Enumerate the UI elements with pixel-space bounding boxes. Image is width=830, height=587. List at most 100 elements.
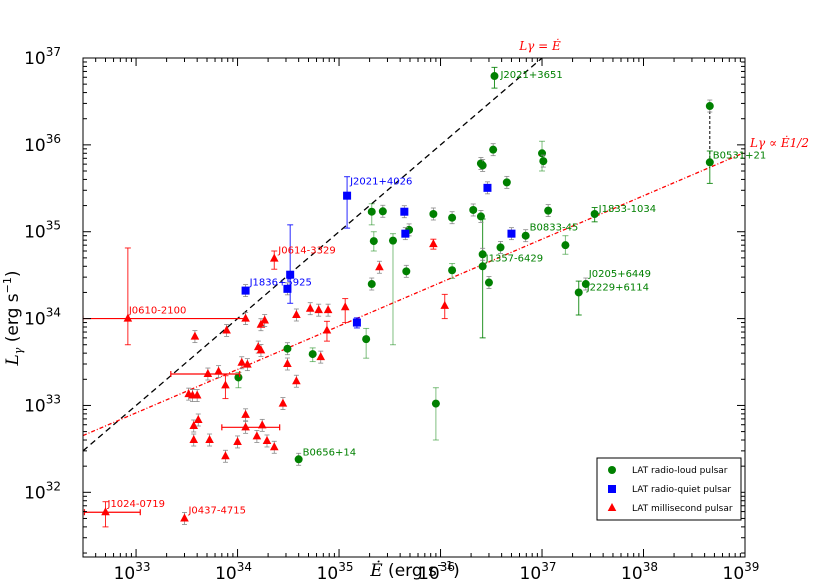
point-label: J0614-3329 — [277, 246, 335, 257]
sqrt-line-label: Lγ ∝ Ė1/2 — [749, 135, 809, 150]
circle-marker — [402, 267, 411, 276]
y-axis-label: Lγ (erg s−1) — [1, 271, 25, 367]
circle-marker — [574, 288, 583, 297]
x-tick-label: 1038 — [621, 560, 658, 584]
legend-entry: LAT radio-quiet pulsar — [608, 485, 731, 495]
data-point — [243, 358, 252, 372]
data-point — [192, 389, 202, 402]
data-point — [322, 320, 332, 342]
data-point — [489, 143, 498, 157]
circle-marker — [362, 335, 371, 344]
data-point — [193, 413, 203, 427]
data-point — [294, 452, 303, 466]
circle-marker — [388, 236, 397, 245]
point-label: J1024-0719 — [107, 499, 165, 510]
x-tick-label: 1035 — [317, 560, 354, 584]
triangle-marker — [375, 262, 384, 271]
triangle-marker — [221, 451, 230, 460]
point-label: J1357-6429 — [485, 253, 543, 264]
sqrt-line — [83, 151, 745, 437]
data-point — [431, 387, 440, 441]
data-point — [401, 227, 410, 241]
triangle-marker — [203, 369, 213, 378]
axis-ticks — [82, 57, 746, 557]
circle-marker — [448, 213, 457, 222]
circle-marker — [490, 72, 499, 81]
triangle-marker — [189, 420, 199, 429]
triangle-marker — [243, 359, 252, 368]
point-label: B0656+14 — [303, 447, 356, 458]
triangle-marker — [322, 325, 332, 334]
data-point — [283, 357, 292, 371]
square-marker — [241, 286, 250, 295]
data-point — [340, 298, 350, 324]
data-point — [590, 207, 599, 223]
triangle-marker — [440, 300, 450, 309]
data-point — [448, 211, 457, 225]
square-marker — [343, 191, 352, 200]
data-point — [478, 159, 487, 172]
data-point — [369, 231, 378, 252]
point-label: J1836+5925 — [249, 278, 312, 289]
reference-line-labels: Lγ = Ė Lγ ∝ Ė1/2 — [518, 38, 809, 150]
triangle-marker — [252, 431, 262, 440]
data-point — [476, 210, 485, 223]
data-point — [214, 365, 223, 379]
triangle-marker — [269, 253, 279, 262]
data-point — [507, 227, 516, 241]
data-point — [400, 205, 409, 219]
point-label: J0205+6449 — [588, 269, 651, 280]
data-point — [237, 356, 247, 370]
circle-marker — [429, 209, 438, 218]
triangle-marker — [237, 357, 247, 366]
circle-marker — [496, 243, 505, 252]
data-point — [544, 204, 553, 218]
legend-label: LAT radio-quiet pulsar — [632, 485, 731, 495]
data-point — [234, 371, 243, 389]
data-point — [388, 233, 397, 346]
circle-marker — [478, 161, 487, 170]
point-annotations: J2021+3651 B0531+21 J1833-1034 B0833-45 J135… — [107, 70, 767, 516]
triangle-marker — [214, 366, 223, 375]
data-point — [241, 284, 250, 297]
reference-lines — [83, 58, 745, 452]
triangle-marker — [193, 414, 203, 423]
x-tick-label: 1033 — [114, 560, 151, 584]
data-point — [502, 175, 511, 189]
data-point — [478, 218, 487, 339]
circle-marker — [590, 209, 599, 218]
circle-marker — [539, 157, 548, 166]
circle-marker — [705, 158, 714, 167]
data-point — [448, 263, 457, 279]
data-point — [483, 181, 492, 195]
data-point — [292, 308, 301, 322]
circle-marker — [538, 149, 547, 158]
data-point — [561, 235, 570, 255]
data-point — [402, 264, 411, 278]
triangle-marker — [241, 313, 250, 322]
data-point — [269, 250, 279, 270]
data-point — [278, 397, 288, 411]
data-point — [233, 435, 242, 449]
data-point — [440, 293, 450, 320]
data-point — [286, 224, 295, 304]
triangle-marker — [429, 239, 438, 248]
data-point — [490, 66, 499, 89]
triangle-marker — [269, 442, 279, 451]
data-point — [496, 240, 505, 254]
circle-marker — [484, 278, 493, 287]
y-tick-label: 1036 — [24, 132, 61, 156]
legend-entry: LAT radio-loud pulsar — [608, 466, 728, 476]
point-label: B0531+21 — [713, 150, 766, 161]
circle-marker — [448, 266, 457, 275]
triangle-marker — [205, 435, 214, 444]
y-tick-label: 1034 — [24, 306, 61, 330]
square-marker — [352, 318, 361, 327]
data-point — [343, 176, 352, 229]
data-point — [323, 303, 333, 317]
data-point — [292, 374, 301, 388]
data-point — [375, 260, 384, 274]
data-point — [316, 350, 326, 364]
data-point — [705, 99, 714, 113]
x-tick-labels: 1033 1034 1035 1036 1037 1038 1039 — [114, 560, 760, 584]
